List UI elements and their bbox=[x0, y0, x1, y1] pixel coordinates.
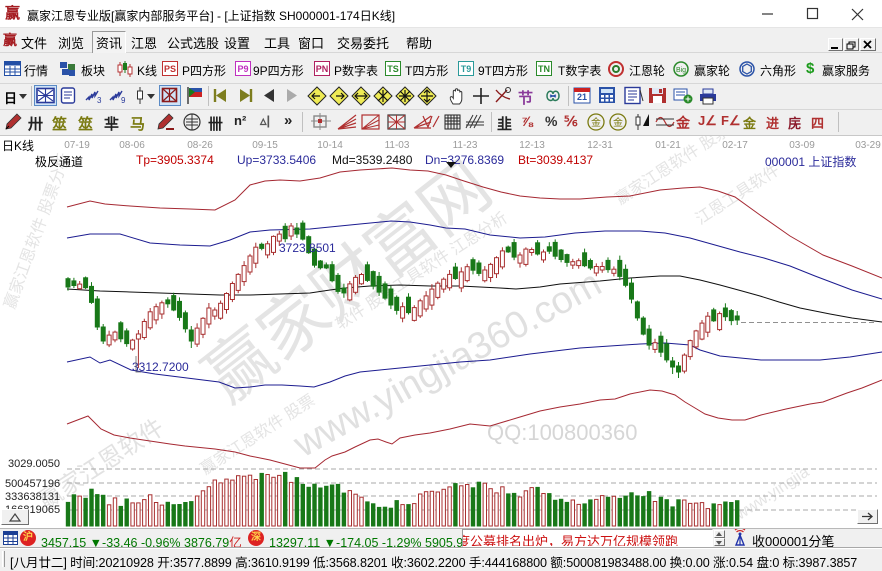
svg-text:金: 金 bbox=[613, 116, 623, 129]
svg-text:3: 3 bbox=[97, 96, 102, 104]
svg-text:500457196: 500457196 bbox=[5, 478, 60, 490]
svg-text:08-06: 08-06 bbox=[119, 140, 145, 151]
svg-text:江恩工具软件: 江恩工具软件 bbox=[692, 161, 782, 228]
svg-text:9: 9 bbox=[121, 96, 126, 104]
svg-text:02-17: 02-17 bbox=[722, 140, 748, 151]
svg-text:12-13: 12-13 bbox=[519, 140, 545, 151]
svg-text:12-31: 12-31 bbox=[587, 140, 613, 151]
svg-text:www.yingjia: www.yingjia bbox=[732, 464, 812, 524]
svg-text:3312.7200: 3312.7200 bbox=[132, 360, 189, 374]
svg-text:Big: Big bbox=[676, 67, 686, 74]
svg-text:07-19: 07-19 bbox=[64, 140, 90, 151]
svg-text:08-26: 08-26 bbox=[187, 140, 213, 151]
svg-text:03-09: 03-09 bbox=[789, 140, 815, 151]
svg-text:03-29: 03-29 bbox=[855, 140, 881, 151]
svg-text:11-03: 11-03 bbox=[385, 140, 410, 151]
svg-text:11-23: 11-23 bbox=[453, 140, 478, 151]
svg-text:333638131: 333638131 bbox=[5, 491, 60, 503]
svg-text:3723.8501: 3723.8501 bbox=[279, 241, 336, 255]
svg-text:赢家江恩软件 股票分析: 赢家江恩软件 股票分析 bbox=[1, 151, 74, 312]
svg-text:QQ:100800360: QQ:100800360 bbox=[487, 420, 637, 445]
svg-text:01-21: 01-21 bbox=[655, 140, 681, 151]
svg-text:21: 21 bbox=[577, 92, 587, 102]
svg-text:3029.0050: 3029.0050 bbox=[8, 458, 60, 470]
svg-text:09-15: 09-15 bbox=[252, 140, 278, 151]
svg-text:10-14: 10-14 bbox=[317, 140, 343, 151]
svg-text:金: 金 bbox=[591, 116, 601, 129]
